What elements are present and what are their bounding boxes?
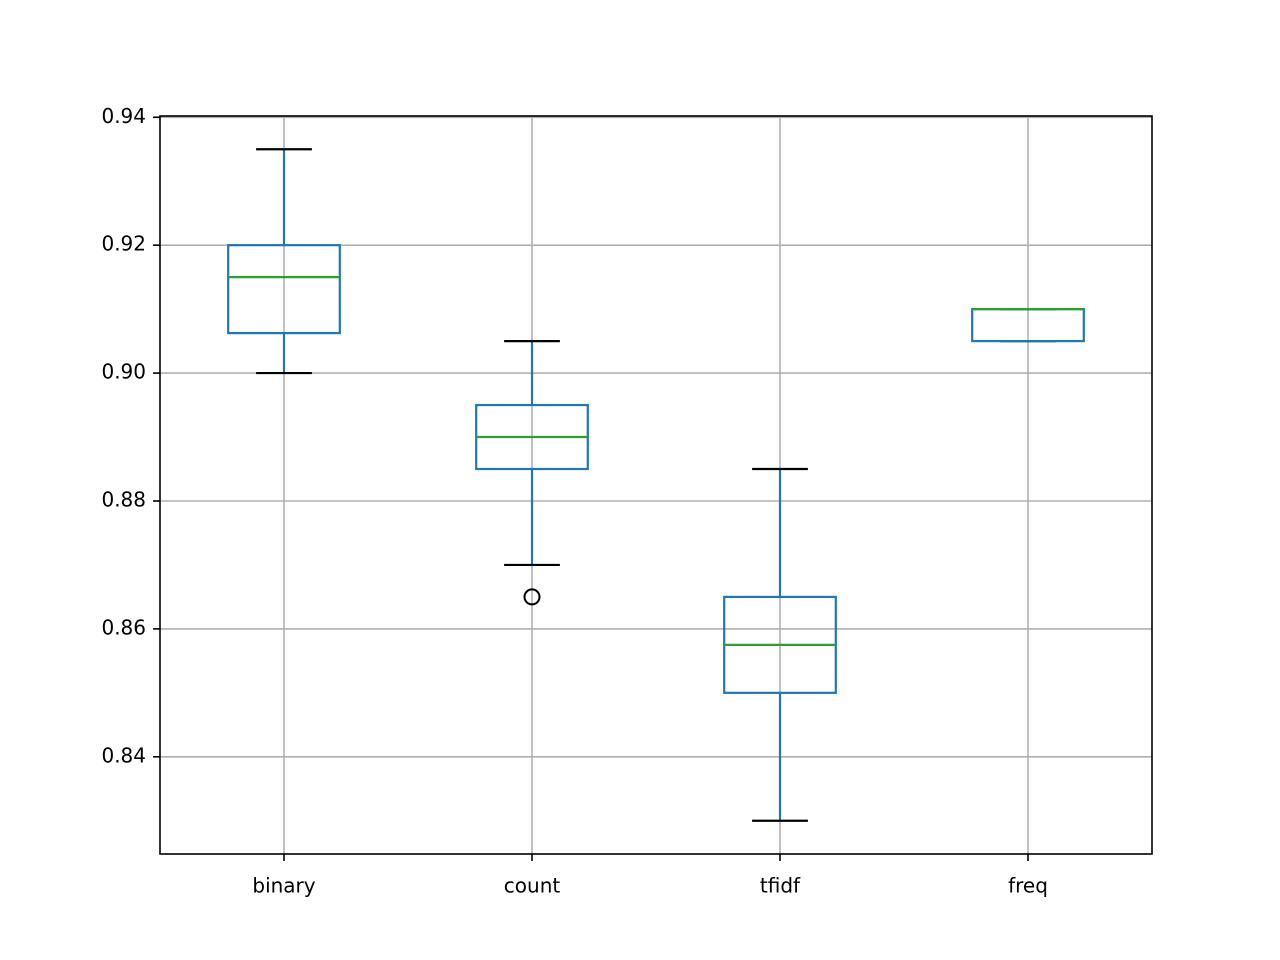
- x-tick-label: freq: [1008, 874, 1048, 898]
- plot-frame: [159, 115, 1153, 855]
- box: [227, 244, 341, 335]
- y-tick-label: 0.84: [101, 743, 146, 767]
- x-tick-label: binary: [252, 874, 315, 898]
- x-tick-label: tfidf: [760, 874, 801, 898]
- y-tick-label: 0.94: [101, 104, 146, 128]
- x-tick-label: count: [504, 874, 561, 898]
- y-tick-label: 0.86: [101, 615, 146, 639]
- y-tick-label: 0.88: [101, 487, 146, 511]
- y-tick-label: 0.90: [101, 360, 146, 384]
- y-tick-label: 0.92: [101, 232, 146, 256]
- outlier: [523, 588, 541, 606]
